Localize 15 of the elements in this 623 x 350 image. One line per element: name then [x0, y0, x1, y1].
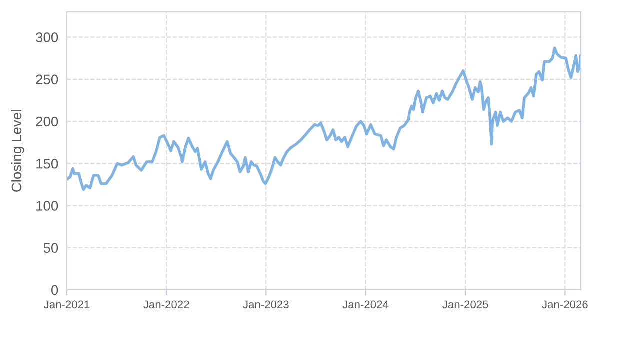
- x-tick-label: Jan-2023: [243, 300, 289, 309]
- y-tick-label: 150: [36, 158, 58, 169]
- x-tick-label: Jan-2021: [44, 300, 90, 309]
- x-tick-label: Jan-2026: [542, 300, 588, 309]
- x-tick-label: Jan-2024: [342, 300, 389, 309]
- y-tick-label: 50: [44, 243, 58, 254]
- line-series: [67, 46, 581, 192]
- x-tick-label: Jan-2022: [144, 300, 190, 309]
- y-tick-label: 100: [36, 201, 58, 211]
- x-tick-label: Jan-2025: [442, 300, 488, 309]
- y-tick-label: 300: [36, 32, 58, 42]
- y-tick-label: 0: [51, 285, 58, 296]
- y-axis-title: Closing Level: [11, 110, 24, 192]
- y-tick-label: 250: [36, 74, 58, 85]
- y-tick-label: 200: [36, 116, 58, 127]
